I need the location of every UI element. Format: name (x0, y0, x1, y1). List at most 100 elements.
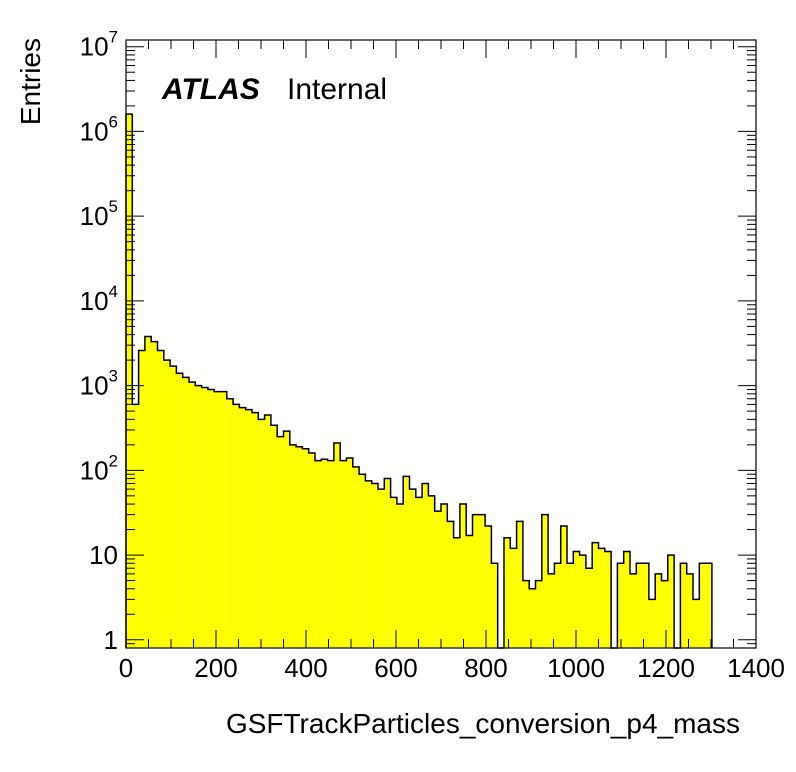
x-axis-title: GSFTrackParticles_conversion_p4_mass (226, 708, 740, 739)
y-tick-label: 104 (80, 282, 118, 316)
histogram-bin (415, 497, 423, 648)
histogram-bin (195, 385, 202, 648)
histogram-bin (693, 599, 700, 648)
histogram-bin (252, 412, 259, 648)
histogram-bin (447, 521, 454, 648)
histogram-bin (642, 563, 649, 648)
x-tick-label: 400 (284, 653, 327, 683)
y-tick-label: 102 (80, 451, 118, 485)
histogram-bin (138, 350, 145, 648)
histogram-bin (245, 409, 252, 648)
histogram-bin (441, 504, 448, 648)
y-tick-label: 105 (80, 197, 118, 231)
histogram-bin (516, 521, 523, 648)
histogram-bin (296, 446, 303, 648)
histogram-bin (289, 444, 297, 648)
histogram-bin (233, 404, 240, 648)
histogram-bin (466, 535, 473, 648)
histogram-bin (283, 431, 290, 648)
histogram-bin (705, 563, 712, 648)
histogram-bin (592, 542, 599, 648)
y-tick-label: 107 (80, 28, 118, 62)
histogram-bin (453, 537, 460, 648)
histogram-bin (396, 504, 404, 648)
histogram-bin (554, 563, 561, 648)
histogram-bin (151, 341, 158, 648)
histogram-bin (258, 419, 265, 648)
histogram-bin (163, 360, 171, 648)
histogram-bin (428, 495, 435, 648)
histogram-bin (201, 387, 208, 648)
y-tick-label: 1 (104, 625, 118, 655)
histogram-bin (214, 391, 221, 648)
histogram-bin (617, 563, 624, 648)
histogram-bin (378, 489, 385, 648)
histogram-bin (686, 573, 693, 648)
histogram-bin (277, 436, 284, 648)
histogram-bin (661, 580, 668, 648)
histogram-bin (144, 336, 152, 648)
histogram-bin (182, 377, 189, 648)
histogram-bin (510, 548, 517, 648)
histogram-bin (315, 460, 322, 648)
histogram-bin (636, 563, 643, 648)
x-tick-label: 1000 (547, 653, 605, 683)
histogram-bin (699, 563, 706, 648)
histogram-bin (585, 568, 593, 648)
y-tick-label: 10 (89, 540, 118, 570)
histogram-bin (132, 404, 139, 648)
histogram-bin (340, 460, 347, 648)
histogram-bin (327, 460, 334, 648)
histogram-bin (384, 478, 391, 648)
x-tick-label: 1200 (637, 653, 695, 683)
x-tick-label: 200 (194, 653, 237, 683)
histogram-bin (359, 474, 366, 648)
x-tick-label: 800 (464, 653, 507, 683)
histogram-bin (485, 526, 492, 648)
histogram-bin (308, 453, 315, 648)
histogram-bin (630, 573, 637, 648)
histogram-bin (478, 514, 486, 648)
histogram-bin (573, 551, 580, 648)
histogram-bin (302, 448, 309, 648)
y-tick-labels: 1 10 102 103 104 105 106 107 (80, 28, 118, 655)
histogram-bin (409, 489, 416, 648)
y-tick-label: 106 (80, 112, 118, 146)
histogram-bin (403, 476, 410, 648)
histogram-bin (270, 425, 278, 648)
histogram-bin (434, 511, 441, 648)
histogram-bin (655, 573, 662, 648)
x-tick-label: 0 (119, 653, 133, 683)
histogram-bin (541, 514, 549, 648)
histogram-bin (491, 563, 498, 648)
histogram-bin (371, 483, 378, 648)
histogram-bin (579, 555, 586, 648)
histogram-outline (125, 113, 713, 649)
histogram-bars (125, 113, 713, 649)
histogram-bin (560, 526, 567, 648)
histogram-bin (623, 551, 630, 648)
histogram-bin (207, 389, 215, 648)
histogram-bin (680, 563, 687, 648)
histogram-bin (220, 391, 227, 648)
x-tick-label: 1400 (727, 653, 785, 683)
histogram-bin (648, 599, 656, 648)
histogram-bin (346, 457, 353, 648)
internal-label: Internal (287, 73, 387, 106)
histogram-bin (390, 497, 397, 648)
histogram-bin (226, 398, 234, 648)
histogram-bin (189, 382, 196, 648)
histogram-bin (170, 366, 177, 648)
histogram-bin (522, 580, 530, 648)
histogram-bin (239, 407, 246, 648)
histogram-bin (604, 551, 612, 648)
axis-ticks (125, 40, 757, 649)
histogram-bin (352, 466, 360, 648)
histogram-bin (264, 414, 271, 648)
histogram-bin (598, 548, 605, 648)
histogram-bin (126, 114, 133, 648)
histogram-bin (548, 573, 555, 648)
histogram-bin (333, 443, 341, 648)
histogram-bin (529, 588, 536, 648)
